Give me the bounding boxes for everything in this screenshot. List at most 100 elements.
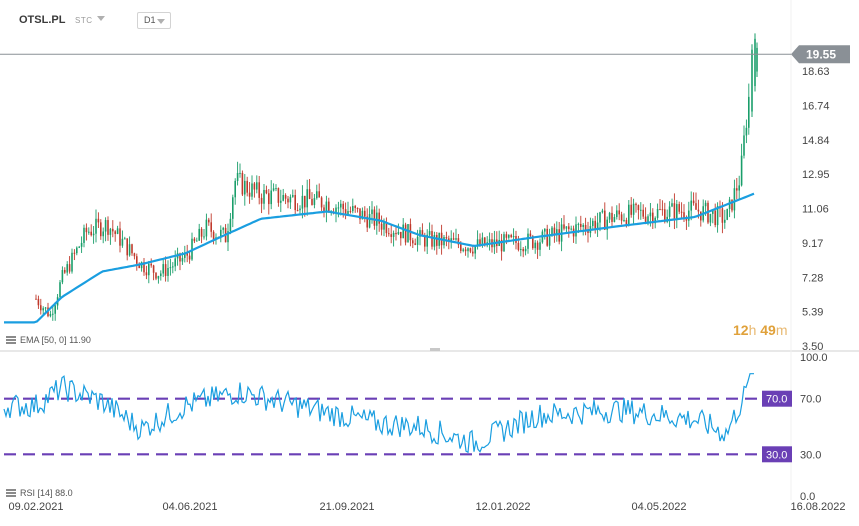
x-date-label: 04.05.2022 (631, 501, 687, 513)
candle-body (203, 236, 205, 238)
rsi-indicator-label[interactable]: RSI [14] 88.0 (6, 488, 73, 498)
candle-body (88, 231, 90, 233)
candle-body (90, 231, 92, 236)
candle-body (419, 230, 421, 237)
candle-body (568, 226, 570, 230)
candle-body (368, 214, 371, 228)
candle-body (268, 193, 270, 205)
candle-body (44, 307, 47, 309)
candle-body (265, 189, 268, 194)
symbol-label[interactable]: OTSL.PL (19, 14, 66, 26)
candle-body (284, 195, 287, 199)
candle-body (546, 228, 548, 246)
candle-body (587, 229, 589, 234)
candle-body (150, 263, 152, 266)
ema-line (4, 192, 755, 324)
rsi-params: [14] (37, 488, 53, 498)
candle-body (308, 189, 311, 199)
x-date-label: 09.02.2021 (8, 501, 64, 513)
candle-body (673, 203, 676, 220)
candle-body (114, 231, 116, 234)
candle-body (282, 195, 284, 201)
price-tick-label: 14.84 (802, 135, 830, 147)
candle-body (565, 226, 568, 229)
candle-body (119, 228, 121, 246)
candle-body (73, 252, 76, 254)
candle-body (294, 195, 296, 211)
price-tick-label: 5.39 (802, 307, 823, 319)
candle-body (754, 38, 756, 87)
candle-body (354, 206, 356, 209)
candle-body (464, 249, 467, 252)
candle-body (556, 229, 558, 235)
candle-body (484, 237, 486, 246)
candle-body (668, 206, 671, 217)
candle-body (356, 208, 359, 210)
candle-body (676, 204, 678, 220)
candle-countdown: 12h 49m (733, 322, 788, 338)
candle-body (431, 231, 433, 247)
candle-body (575, 224, 577, 237)
candle-body (748, 96, 750, 128)
candle-body (378, 212, 380, 224)
candle-body (656, 209, 659, 218)
candle-body (162, 264, 164, 274)
candle-body (500, 239, 503, 252)
candle-body (100, 222, 102, 237)
candle-body (152, 265, 155, 273)
candle-body (145, 272, 148, 276)
candle-body (121, 238, 124, 246)
candle-body (740, 155, 743, 186)
candle-body (337, 207, 340, 209)
candle-body (236, 172, 239, 181)
candle-body (270, 190, 272, 205)
candle-body (505, 234, 508, 238)
candle-body (594, 220, 596, 230)
settings-lines-icon[interactable] (6, 489, 16, 497)
candle-body (428, 231, 431, 235)
candle-body (529, 233, 532, 237)
candle-body (241, 172, 244, 195)
instrument-dropdown-icon[interactable] (97, 16, 105, 21)
candle-body (212, 231, 215, 240)
candle-body (95, 218, 97, 234)
candle-body (97, 218, 100, 223)
candle-body (467, 248, 469, 252)
candle-body (289, 196, 292, 203)
candle-body (234, 180, 236, 198)
rsi-tick-label: 30.0 (800, 449, 821, 461)
rsi-tick-label: 70.0 (800, 394, 821, 406)
candle-body (716, 206, 719, 226)
candle-body (85, 227, 88, 233)
candle-body (239, 172, 241, 174)
candle-body (421, 230, 424, 236)
candle-body (296, 210, 299, 212)
candle-body (359, 208, 361, 220)
candle-body (577, 223, 580, 225)
candle-body (222, 227, 224, 230)
candle-body (61, 270, 64, 283)
rsi-level-text: 30.0 (766, 449, 787, 461)
candle-body (347, 211, 349, 215)
candle-body (644, 216, 647, 222)
timeframe-select[interactable]: D1 (137, 12, 171, 29)
candle-body (524, 248, 527, 252)
candle-body (680, 211, 683, 213)
candle-body (616, 210, 618, 218)
candle-body (460, 244, 462, 251)
instrument-type-label[interactable]: STC (75, 16, 93, 25)
timeframe-value: D1 (144, 15, 156, 25)
candle-body (318, 191, 320, 198)
candle-body (35, 298, 37, 300)
x-date-label: 04.06.2021 (162, 501, 218, 513)
candle-body (452, 238, 455, 240)
candle-body (366, 216, 368, 228)
settings-lines-icon[interactable] (6, 336, 16, 344)
candle-body (157, 276, 160, 279)
candle-body (433, 235, 436, 247)
candle-body (647, 216, 649, 222)
candle-body (184, 252, 186, 258)
ema-value: 11.90 (69, 335, 91, 345)
ema-indicator-label[interactable]: EMA [50, 0] 11.90 (6, 335, 91, 345)
